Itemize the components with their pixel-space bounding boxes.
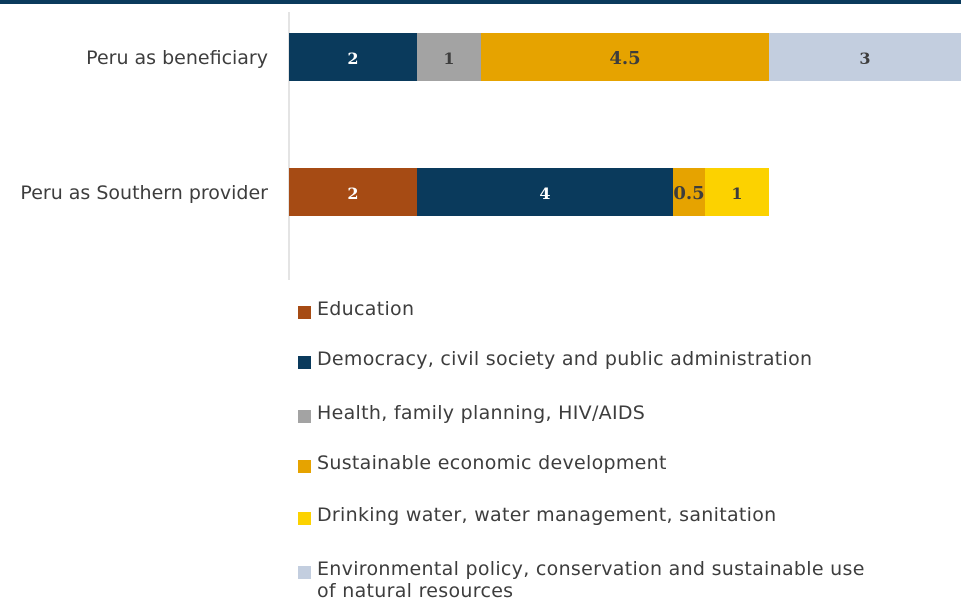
legend-item-drinking-water-water-management-sanitation: Drinking water, water management, sanita… xyxy=(298,504,877,526)
bar-segment-peru-as-beneficiary-democracy-civil-society-and-public-administration xyxy=(289,33,417,81)
data-label-peru-as-southern-provider-sustainable-economic-development: 0.5 xyxy=(673,183,704,204)
bar-segment-peru-as-southern-provider-sustainable-economic-development xyxy=(673,168,705,216)
top-rule xyxy=(0,0,961,4)
data-label-peru-as-beneficiary-environmental-policy-conservation-and-sustainable-use-of-natural-resources: 3 xyxy=(859,49,870,68)
data-label-peru-as-southern-provider-education: 2 xyxy=(347,184,358,203)
legend-item-health-family-planning-hiv-aids: Health, family planning, HIV/AIDS xyxy=(298,402,877,424)
legend-swatch xyxy=(298,306,311,319)
legend-swatch xyxy=(298,460,311,473)
bar-segment-peru-as-beneficiary-environmental-policy-conservation-and-sustainable-use-of-natural-resources xyxy=(769,33,961,81)
bar-segment-peru-as-southern-provider-drinking-water-water-management-sanitation xyxy=(705,168,769,216)
bar-segment-peru-as-beneficiary-sustainable-economic-development xyxy=(481,33,769,81)
legend-swatch xyxy=(298,410,311,423)
data-label-peru-as-beneficiary-health-family-planning-hiv-aids: 1 xyxy=(443,49,454,68)
legend-label: Environmental policy, conservation and s… xyxy=(317,558,865,602)
bar-segment-peru-as-southern-provider-democracy-civil-society-and-public-administration xyxy=(417,168,673,216)
legend-item-sustainable-economic-development: Sustainable economic development xyxy=(298,452,877,474)
stacked-bar-chart: Peru as beneficiary Peru as Southern prov… xyxy=(20,12,961,280)
legend-item-education: Education xyxy=(298,298,877,320)
data-label-peru-as-beneficiary-sustainable-economic-development: 4.5 xyxy=(609,48,640,69)
legend-swatch xyxy=(298,356,311,369)
category-label-peru-as-beneficiary: Peru as beneficiary xyxy=(86,47,268,69)
legend-swatch xyxy=(298,566,311,579)
legend-label: Education xyxy=(317,298,415,320)
data-label-peru-as-southern-provider-democracy-civil-society-and-public-administration: 4 xyxy=(539,184,550,203)
legend-label: Drinking water, water management, sanita… xyxy=(317,504,777,526)
legend-label: Sustainable economic development xyxy=(317,452,667,474)
legend-item-democracy-civil-society-and-public-administration: Democracy, civil society and public admi… xyxy=(298,348,877,370)
legend-item-environmental-policy-conservation-and-sustainable-use-of-natural-resources: Environmental policy, conservation and s… xyxy=(298,558,877,602)
bars: 2 1 4.5 3 2 4 0.5 1 xyxy=(289,33,961,216)
bar-segment-peru-as-southern-provider-education xyxy=(289,168,417,216)
data-label-peru-as-beneficiary-democracy-civil-society-and-public-administration: 2 xyxy=(347,49,358,68)
legend-swatch xyxy=(298,512,311,525)
category-label-peru-as-southern-provider: Peru as Southern provider xyxy=(20,182,268,204)
legend-label: Health, family planning, HIV/AIDS xyxy=(317,402,646,424)
data-label-peru-as-southern-provider-drinking-water-water-management-sanitation: 1 xyxy=(731,184,742,203)
legend-label: Democracy, civil society and public admi… xyxy=(317,348,813,370)
bar-segment-peru-as-beneficiary-health-family-planning-hiv-aids xyxy=(417,33,481,81)
category-labels: Peru as beneficiary Peru as Southern prov… xyxy=(20,47,268,204)
